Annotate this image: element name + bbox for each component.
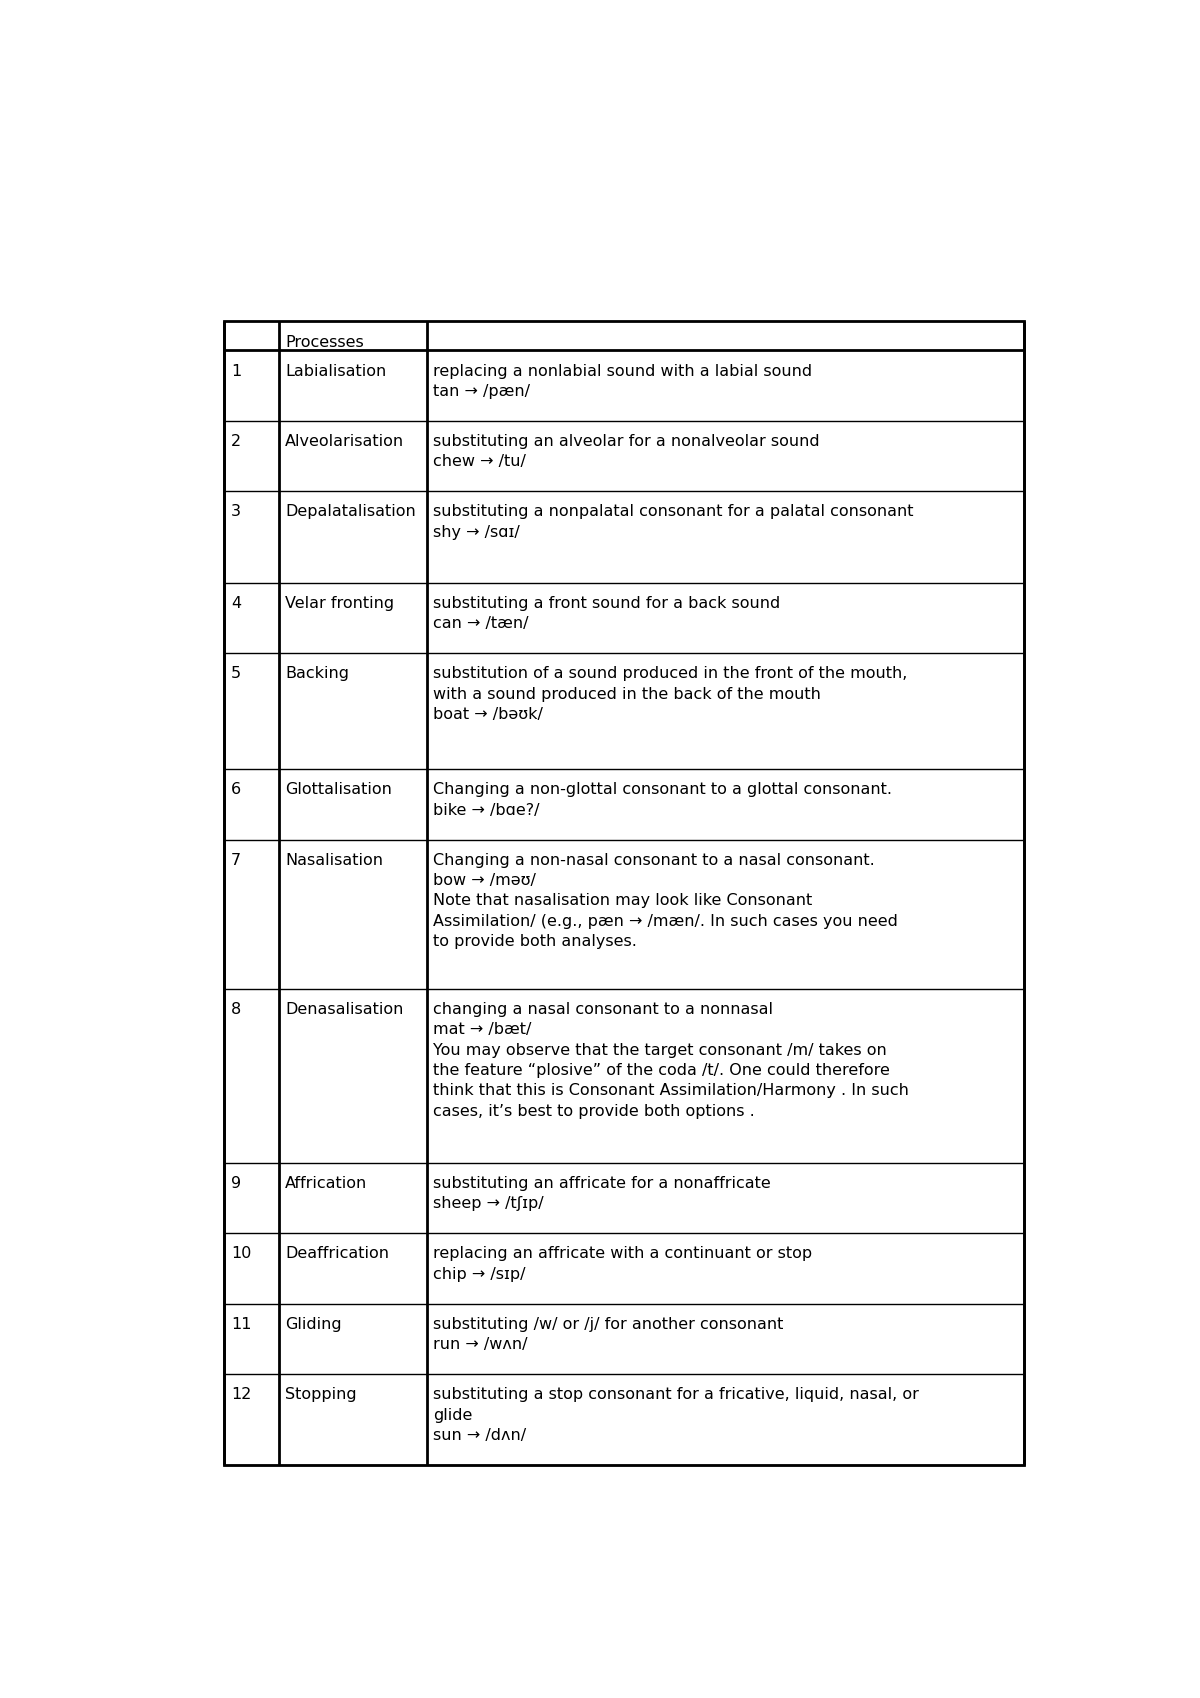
Text: Changing a non-nasal consonant to a nasal consonant.
bow → /məʊ/
Note that nasal: Changing a non-nasal consonant to a nasa… bbox=[433, 852, 898, 949]
Text: Nasalisation: Nasalisation bbox=[286, 852, 383, 868]
Text: Stopping: Stopping bbox=[286, 1387, 356, 1403]
Text: Processes: Processes bbox=[286, 335, 364, 350]
Text: Velar fronting: Velar fronting bbox=[286, 596, 395, 611]
Text: substituting a front sound for a back sound
can → /tæn/: substituting a front sound for a back so… bbox=[433, 596, 780, 632]
Text: Deaffrication: Deaffrication bbox=[286, 1246, 389, 1262]
Text: Alveolarisation: Alveolarisation bbox=[286, 435, 404, 448]
Text: 12: 12 bbox=[230, 1387, 251, 1403]
Text: 5: 5 bbox=[230, 666, 241, 681]
Text: 9: 9 bbox=[230, 1177, 241, 1190]
Text: replacing a nonlabial sound with a labial sound
tan → /pæn/: replacing a nonlabial sound with a labia… bbox=[433, 363, 812, 399]
Text: substituting a nonpalatal consonant for a palatal consonant
shy → /sɑɪ/: substituting a nonpalatal consonant for … bbox=[433, 504, 913, 540]
Text: Affrication: Affrication bbox=[286, 1177, 367, 1190]
Bar bbox=[224, 321, 1025, 1465]
Text: Backing: Backing bbox=[286, 666, 349, 681]
Text: 2: 2 bbox=[230, 435, 241, 448]
Text: 4: 4 bbox=[230, 596, 241, 611]
Text: Gliding: Gliding bbox=[286, 1318, 342, 1331]
Text: Glottalisation: Glottalisation bbox=[286, 783, 392, 796]
Text: Labialisation: Labialisation bbox=[286, 363, 386, 379]
Text: replacing an affricate with a continuant or stop
chip → /sɪp/: replacing an affricate with a continuant… bbox=[433, 1246, 812, 1282]
Text: 1: 1 bbox=[230, 363, 241, 379]
Text: substitution of a sound produced in the front of the mouth,
with a sound produce: substitution of a sound produced in the … bbox=[433, 666, 907, 722]
Text: Denasalisation: Denasalisation bbox=[286, 1002, 403, 1017]
Text: substituting /w/ or /j/ for another consonant
run → /wʌn/: substituting /w/ or /j/ for another cons… bbox=[433, 1318, 784, 1352]
Text: substituting an alveolar for a nonalveolar sound
chew → /tu/: substituting an alveolar for a nonalveol… bbox=[433, 435, 820, 469]
Text: 7: 7 bbox=[230, 852, 241, 868]
Text: substituting a stop consonant for a fricative, liquid, nasal, or
glide
sun → /dʌ: substituting a stop consonant for a fric… bbox=[433, 1387, 919, 1443]
Text: 11: 11 bbox=[230, 1318, 252, 1331]
Text: substituting an affricate for a nonaffricate
sheep → /tʃɪp/: substituting an affricate for a nonaffri… bbox=[433, 1177, 772, 1211]
Text: 10: 10 bbox=[230, 1246, 251, 1262]
Text: 6: 6 bbox=[230, 783, 241, 796]
Text: 3: 3 bbox=[230, 504, 241, 520]
Text: Depalatalisation: Depalatalisation bbox=[286, 504, 416, 520]
Text: Changing a non-glottal consonant to a glottal consonant.
bike → /bɑe?/: Changing a non-glottal consonant to a gl… bbox=[433, 783, 893, 817]
Text: 8: 8 bbox=[230, 1002, 241, 1017]
Text: changing a nasal consonant to a nonnasal
mat → /bæt/
You may observe that the ta: changing a nasal consonant to a nonnasal… bbox=[433, 1002, 910, 1119]
